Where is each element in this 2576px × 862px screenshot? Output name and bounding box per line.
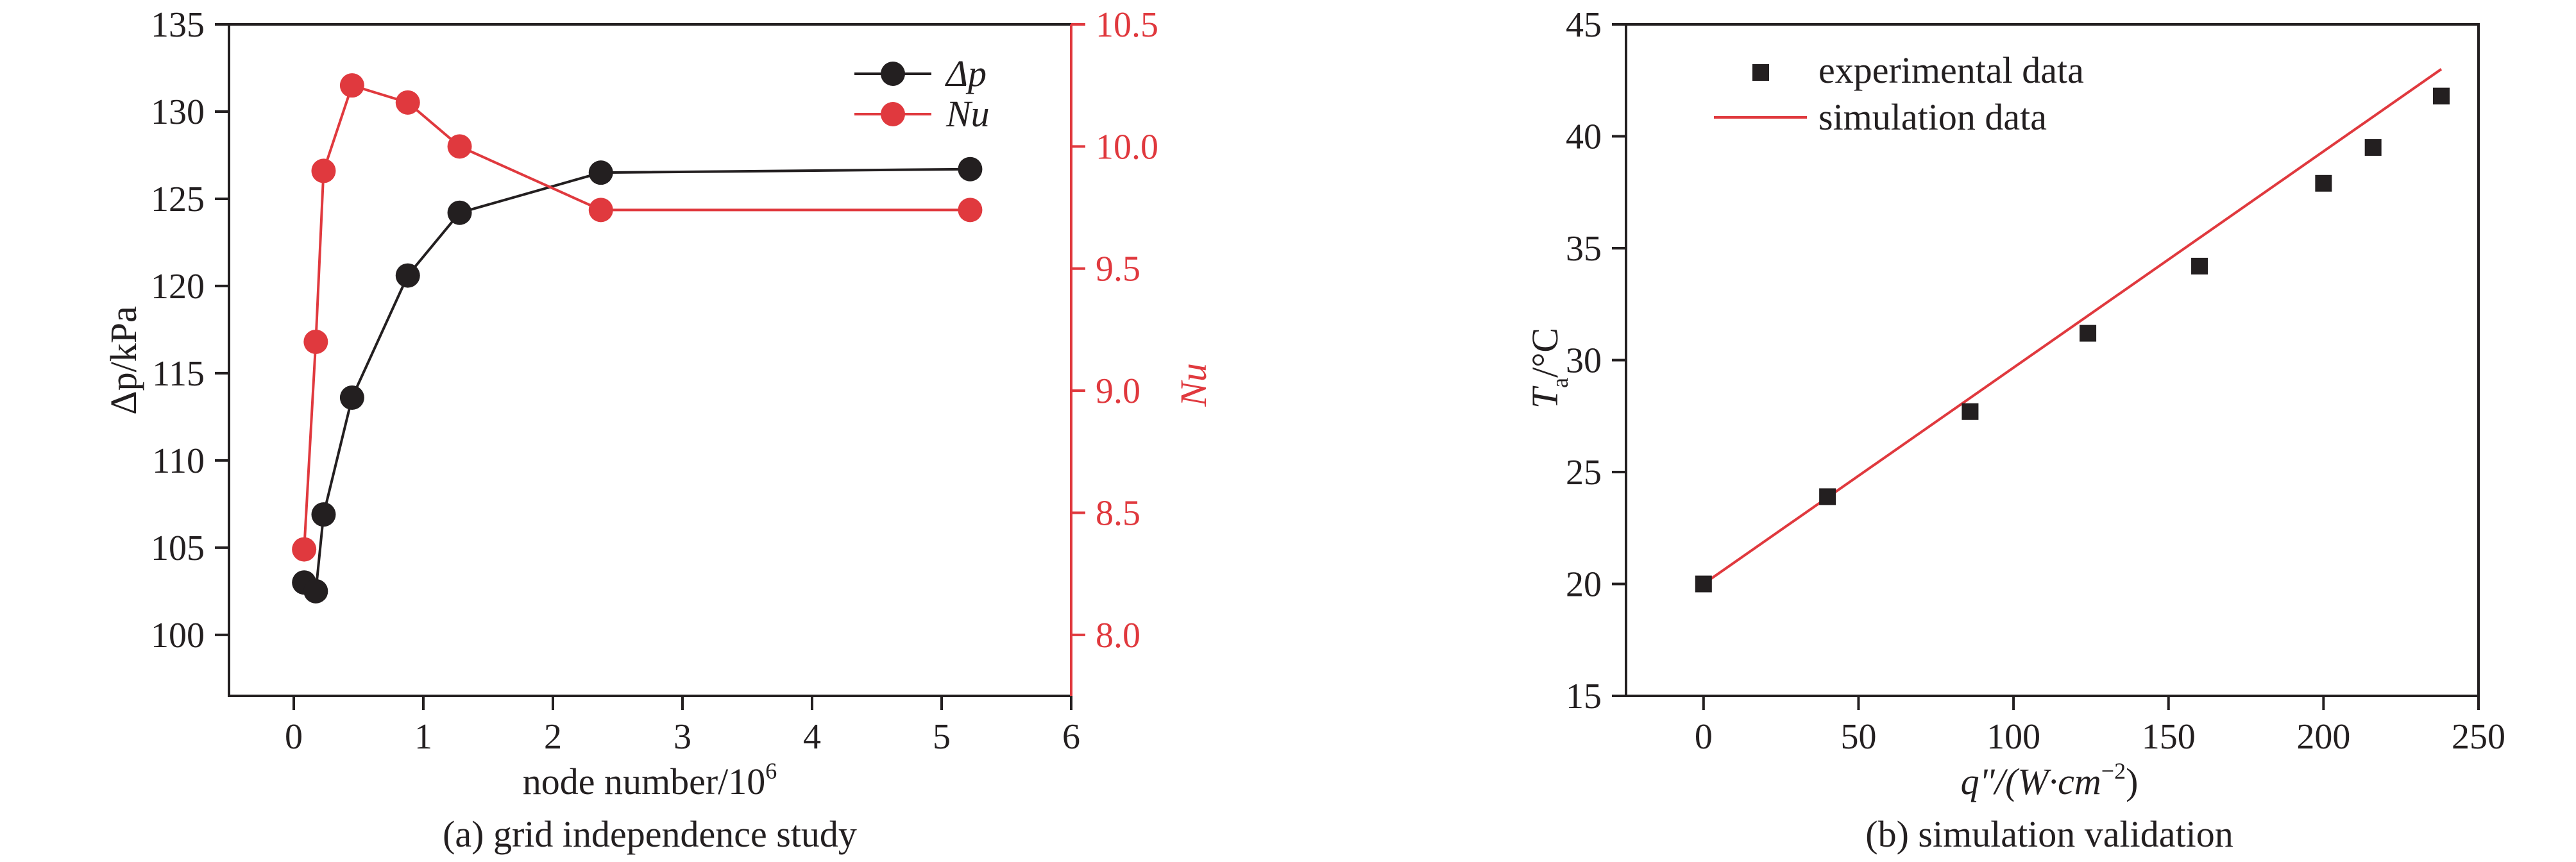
series-points-b: [1695, 87, 2450, 593]
legend-label-dp: Δp: [945, 53, 987, 94]
y-tick-label: 30: [1566, 341, 1602, 381]
experimental-point: [2433, 87, 2450, 105]
data-point-dp: [395, 263, 420, 288]
x-axis-b: 0 50 100 150 200 250: [1695, 696, 2505, 757]
data-point-nu: [303, 329, 328, 354]
data-point-nu: [292, 537, 317, 562]
series-line-dp: [303, 167, 970, 594]
data-point-dp: [588, 160, 613, 185]
legend-marker-experimental: [1752, 64, 1769, 81]
experimental-point: [1819, 488, 1836, 505]
y-left-tick-label: 130: [151, 92, 205, 132]
experimental-point: [1962, 403, 1979, 420]
caption-b: (b) simulation validation: [1865, 813, 2233, 855]
data-point-dp: [311, 502, 336, 527]
x-tick-label: 50: [1840, 717, 1876, 757]
x-tick-label: 2: [544, 717, 562, 757]
y-tick-label: 40: [1566, 117, 1602, 157]
y-left-tick-label: 100: [151, 616, 205, 655]
y-right-tick-label: 9.5: [1096, 249, 1140, 289]
legend-b: experimental data simulation data: [1714, 49, 2084, 138]
x-axis-a: 0 1 2 3 4 5 6: [285, 696, 1080, 757]
series-lines-a: [303, 83, 970, 594]
series-lines-b: [1702, 68, 2443, 586]
data-point-dp: [339, 385, 364, 410]
x-axis-label-a: node number/106: [523, 758, 777, 802]
caption-a: (a) grid independence study: [443, 813, 857, 855]
data-point-nu: [588, 198, 613, 223]
y-tick-label: 25: [1566, 453, 1602, 493]
y-axis-left-label-a: Δp/kPa: [103, 306, 144, 414]
experimental-point: [1695, 575, 1712, 593]
plot-frame-b: [1625, 23, 2480, 697]
data-point-dp: [958, 156, 983, 182]
y-axis-right-label-a: Nu: [1173, 363, 1214, 407]
data-point-dp: [447, 200, 472, 225]
y-axis-b: 15 20 25 30 35 40 45: [1566, 5, 1626, 716]
data-point-nu: [958, 198, 983, 223]
y-tick-label: 35: [1566, 229, 1602, 269]
y-left-tick-label: 125: [151, 180, 205, 219]
x-tick-label: 250: [2452, 717, 2505, 757]
y-left-tick-label: 110: [152, 441, 205, 481]
x-tick-label: 0: [1695, 717, 1713, 757]
x-tick-label: 150: [2142, 717, 2196, 757]
legend-label-simulation: simulation data: [1818, 96, 2047, 138]
panel-grid-independence: 0 1 2 3 4 5 6 100 105 110 115 120 125 130 135 8.0 8.5 9…: [103, 5, 1214, 855]
experimental-point: [2364, 139, 2382, 156]
experimental-point: [2080, 325, 2097, 342]
y-axis-right-a: 8.0 8.5 9.0 9.5 10.0 10.5: [1070, 5, 1158, 696]
legend-marker-dp: [881, 62, 905, 86]
y-right-tick-label: 10.0: [1096, 127, 1158, 167]
x-tick-label: 100: [1987, 717, 2040, 757]
series-points-a: [292, 73, 983, 604]
x-tick-label: 5: [933, 717, 951, 757]
y-axis-left-a: 100 105 110 115 120 125 130 135: [151, 5, 229, 655]
experimental-point: [2191, 257, 2208, 275]
legend-label-nu: Nu: [945, 93, 990, 135]
y-right-tick-label: 8.5: [1096, 493, 1140, 533]
y-tick-label: 15: [1566, 677, 1602, 716]
y-tick-label: 20: [1566, 565, 1602, 605]
y-left-tick-label: 135: [151, 5, 205, 45]
y-axis-label-b: Ta/°C: [1524, 328, 1573, 409]
x-tick-label: 4: [803, 717, 821, 757]
x-tick-label: 0: [285, 717, 303, 757]
panel-simulation-validation: 0 50 100 150 200 250 15 20 25 30 35 40 45 q"/(W·cm−…: [1524, 5, 2505, 855]
y-left-tick-label: 115: [152, 354, 205, 394]
x-tick-label: 1: [414, 717, 432, 757]
simulation-line: [1702, 68, 2443, 586]
data-point-nu: [311, 158, 336, 183]
series-line-nu: [303, 83, 970, 550]
experimental-point: [2315, 174, 2332, 192]
legend-label-experimental: experimental data: [1818, 49, 2084, 91]
x-tick-label: 3: [674, 717, 691, 757]
y-right-tick-label: 9.0: [1096, 371, 1140, 411]
data-point-nu: [395, 90, 420, 115]
data-point-nu: [447, 134, 472, 159]
y-left-tick-label: 120: [151, 267, 205, 307]
x-tick-label: 6: [1062, 717, 1080, 757]
data-point-nu: [339, 73, 364, 98]
legend-marker-nu: [881, 102, 905, 126]
y-right-tick-label: 8.0: [1096, 616, 1140, 655]
x-tick-label: 200: [2296, 717, 2350, 757]
y-left-tick-label: 105: [151, 528, 205, 568]
data-point-dp: [303, 579, 328, 604]
y-tick-label: 45: [1566, 5, 1602, 45]
plot-frame-a: [228, 23, 1072, 697]
y-right-tick-label: 10.5: [1096, 5, 1158, 45]
legend-a: Δp Nu: [854, 53, 990, 135]
x-axis-label-b: q"/(W·cm−2): [1961, 758, 2139, 802]
